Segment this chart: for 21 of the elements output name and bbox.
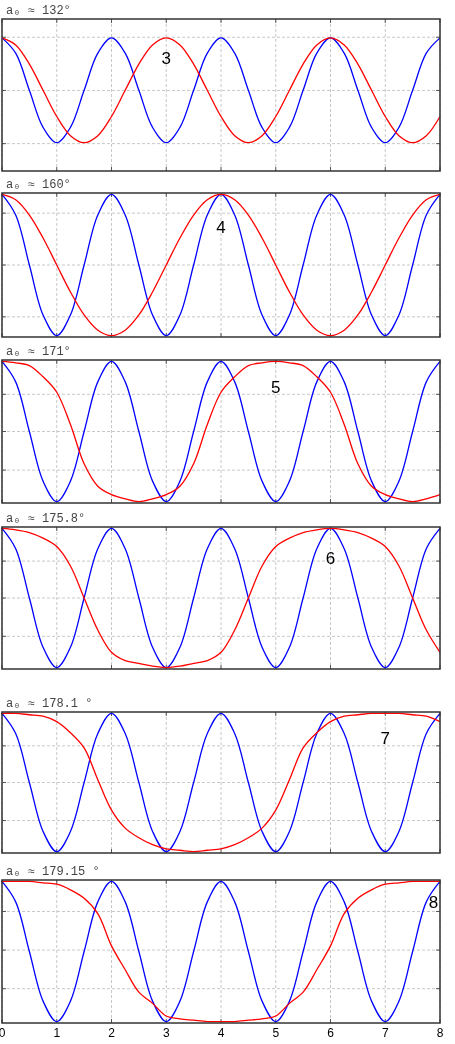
x-tick-label: 3 <box>162 1026 170 1040</box>
annotation: 3 <box>161 48 171 68</box>
x-tick-label: 5 <box>272 1026 280 1040</box>
chart-title: a₀ ≈ 175.8° <box>6 512 86 526</box>
x-tick-label: 0 <box>0 1026 6 1040</box>
chart-title: a₀ ≈ 132° <box>6 4 71 18</box>
chart-title: a₀ ≈ 179.15 ° <box>6 865 100 879</box>
annotation: 6 <box>325 548 336 568</box>
annotation: 7 <box>380 729 390 749</box>
x-tick-label: 1 <box>53 1026 61 1040</box>
x-tick-label: 8 <box>436 1026 444 1040</box>
chart-title: a₀ ≈ 160° <box>6 178 71 192</box>
annotation: 5 <box>271 377 281 397</box>
x-tick-label: 6 <box>327 1026 335 1040</box>
chart-title: a₀ ≈ 178.1 ° <box>6 697 93 711</box>
x-tick-label: 7 <box>381 1026 389 1040</box>
chart-title: a₀ ≈ 171° <box>6 345 71 359</box>
annotation: 8 <box>428 893 439 913</box>
annotation: 4 <box>216 217 226 237</box>
x-tick-label: 2 <box>108 1026 116 1040</box>
x-tick-label: 4 <box>217 1026 225 1040</box>
